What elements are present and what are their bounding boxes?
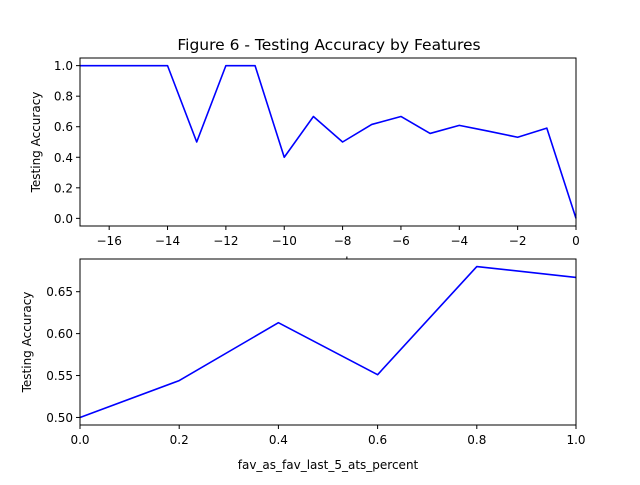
figure-title: Figure 6 - Testing Accuracy by Features <box>177 36 480 54</box>
y-tick-label: 0.2 <box>54 181 73 195</box>
bottom-subplot: 0.0 0.2 0.4 0.6 0.8 1.0 0.50 0.55 0.60 0.65 Testin… <box>20 258 586 472</box>
y-tick-label: 0.60 <box>46 327 73 341</box>
y-tick-label: 1.0 <box>54 59 73 73</box>
y-axis-label: Testing Accuracy <box>20 292 34 394</box>
x-tick-label: −8 <box>334 234 352 248</box>
top-subplot: −16 −14 −12 −10 −8 −6 −4 −2 0 0.0 0.2 0.4 0.6 0.8 1.0 T… <box>29 57 580 269</box>
y-tick-label: 0.6 <box>54 120 73 134</box>
x-axis-label: spread <box>308 255 349 269</box>
x-tick-label: −2 <box>509 234 527 248</box>
x-tick-label: 0.0 <box>70 433 89 447</box>
x-tick-label: −14 <box>155 234 180 248</box>
x-tick-label: 0.2 <box>170 433 189 447</box>
x-tick-label: −12 <box>213 234 238 248</box>
y-axis-label: Testing Accuracy <box>29 92 43 194</box>
x-tick-label: −6 <box>392 234 410 248</box>
x-tick-label: 0 <box>572 234 580 248</box>
x-tick-label: −4 <box>450 234 468 248</box>
y-tick-label: 0.4 <box>54 151 73 165</box>
x-tick-label: 0.4 <box>269 433 288 447</box>
y-tick-label: 0.0 <box>54 212 73 226</box>
axes-frame <box>79 258 577 426</box>
series-line-0 <box>79 265 577 419</box>
y-tick-label: 0.65 <box>46 285 73 299</box>
axes-frame <box>79 57 577 227</box>
x-tick-label: 0.8 <box>467 433 486 447</box>
x-tick-label: −16 <box>97 234 122 248</box>
x-tick-label: 0.6 <box>368 433 387 447</box>
x-tick-label: 1.0 <box>566 433 585 447</box>
y-tick-label: 0.8 <box>54 90 73 104</box>
y-tick-label: 0.55 <box>46 369 73 383</box>
series-line-0 <box>80 64 577 219</box>
x-tick-label: −10 <box>272 234 297 248</box>
x-axis-label: fav_as_fav_last_5_ats_percent <box>238 458 419 472</box>
y-tick-label: 0.50 <box>46 411 73 425</box>
